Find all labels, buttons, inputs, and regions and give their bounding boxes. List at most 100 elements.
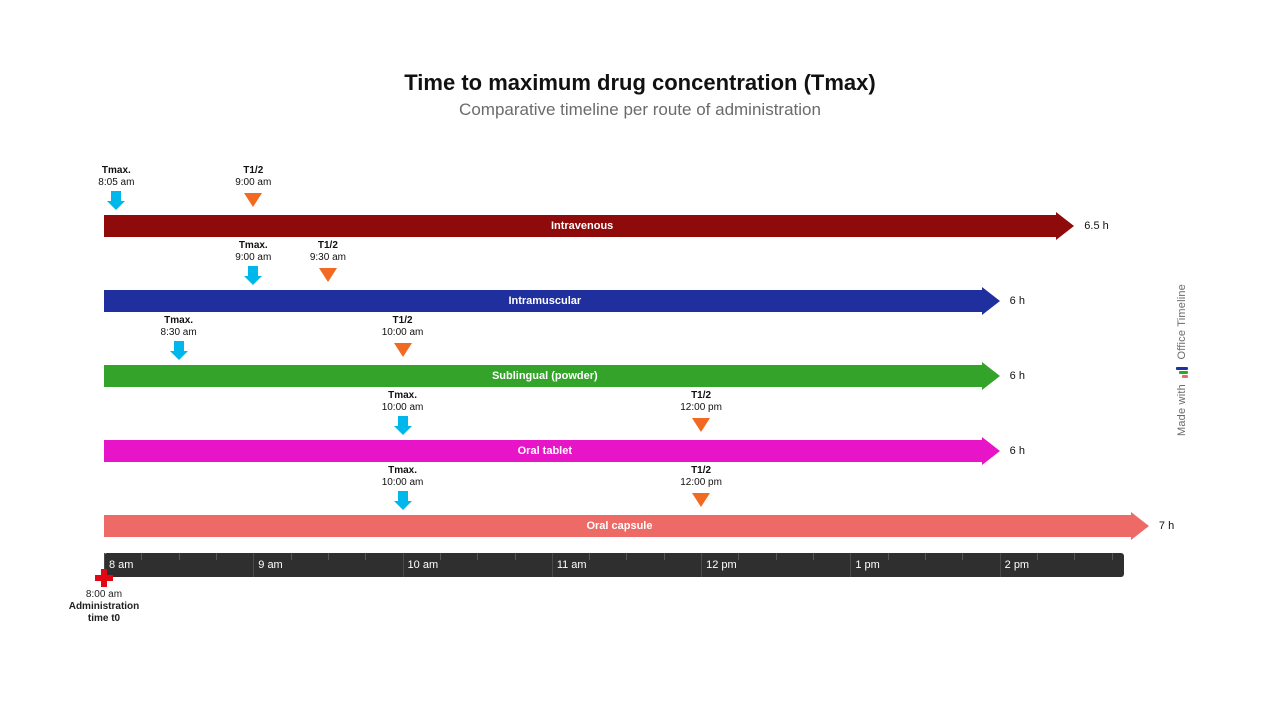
axis-minor-tick: [179, 553, 180, 560]
tmax-marker: Tmax.8:05 am: [76, 165, 156, 201]
marker-time: 10:00 am: [363, 477, 443, 489]
axis-minor-tick: [141, 553, 142, 560]
made-with-brand: Office Timeline: [1176, 284, 1188, 360]
duration-label: 6 h: [1010, 440, 1025, 462]
marker-label: Tmax.: [363, 465, 443, 477]
timeline-row: Tmax.10:00 am T1/212:00 pm Oral tablet 6 h: [104, 390, 1124, 465]
tmax-marker: Tmax.10:00 am: [363, 390, 443, 426]
axis-minor-tick: [776, 553, 777, 560]
marker-time: 9:30 am: [288, 252, 368, 264]
marker-label: T1/2: [213, 165, 293, 177]
chart-subtitle: Comparative timeline per route of admini…: [0, 100, 1280, 120]
thalf-marker: T1/210:00 am: [363, 315, 443, 357]
tmax-marker: Tmax.9:00 am: [213, 240, 293, 276]
marker-time: 8:30 am: [139, 327, 219, 339]
axis-minor-tick: [1112, 553, 1113, 560]
route-bar: Sublingual (powder): [104, 365, 986, 387]
marker-time: 12:00 pm: [661, 402, 741, 414]
marker-label: Tmax.: [76, 165, 156, 177]
marker-label: T1/2: [363, 315, 443, 327]
marker-time: 8:05 am: [76, 177, 156, 189]
axis-minor-tick: [738, 553, 739, 560]
axis-minor-tick: [440, 553, 441, 560]
route-name: Intramuscular: [104, 290, 986, 312]
timeline-row: Tmax.8:05 amT1/29:00 amIntravenous6.5 h: [104, 165, 1124, 240]
time-axis: 8 am9 am10 am11 am12 pm1 pm2 pm: [104, 553, 1124, 577]
marker-time: 9:00 am: [213, 252, 293, 264]
axis-minor-tick: [1074, 553, 1075, 560]
t0-label: time t0: [34, 613, 174, 625]
triangle-down-icon: [394, 343, 412, 357]
thalf-marker: T1/212:00 pm: [661, 465, 741, 507]
axis-minor-tick: [291, 553, 292, 560]
arrow-down-icon: [111, 191, 121, 201]
route-bar: Oral tablet: [104, 440, 986, 462]
axis-tick: 11 am: [552, 553, 587, 577]
marker-time: 10:00 am: [363, 402, 443, 414]
marker-label: T1/2: [288, 240, 368, 252]
marker-label: T1/2: [661, 465, 741, 477]
t0-label: Administration: [34, 601, 174, 613]
axis-minor-tick: [589, 553, 590, 560]
duration-label: 6 h: [1010, 290, 1025, 312]
duration-label: 6.5 h: [1084, 215, 1108, 237]
route-name: Oral tablet: [104, 440, 986, 462]
timeline-row: Tmax.8:30 am T1/210:00 am Sublingual (powd…: [104, 315, 1124, 390]
timeline-row: Tmax.9:00 amT1/29:30 am Intramuscular 6 h: [104, 240, 1124, 315]
axis-minor-tick: [813, 553, 814, 560]
axis-minor-tick: [664, 553, 665, 560]
triangle-down-icon: [244, 193, 262, 207]
office-timeline-logo-icon: [1176, 366, 1188, 378]
made-with-watermark: Made with Office Timeline: [1176, 284, 1188, 436]
marker-time: 10:00 am: [363, 327, 443, 339]
axis-tick: 12 pm: [701, 553, 737, 577]
triangle-down-icon: [319, 268, 337, 282]
axis-tick: 9 am: [253, 553, 282, 577]
axis-tick: 10 am: [403, 553, 439, 577]
axis-tick: 1 pm: [850, 553, 879, 577]
axis-minor-tick: [626, 553, 627, 560]
axis-minor-tick: [477, 553, 478, 560]
axis-minor-tick: [962, 553, 963, 560]
axis-minor-tick: [515, 553, 516, 560]
marker-label: Tmax.: [213, 240, 293, 252]
marker-label: Tmax.: [139, 315, 219, 327]
arrow-down-icon: [174, 341, 184, 351]
axis-minor-tick: [216, 553, 217, 560]
timeline-row: Tmax.10:00 amT1/212:00 pmOral capsule7 h: [104, 465, 1124, 540]
axis-minor-tick: [328, 553, 329, 560]
thalf-marker: T1/29:00 am: [213, 165, 293, 207]
axis-minor-tick: [888, 553, 889, 560]
route-bar: Intravenous: [104, 215, 1060, 237]
chart-title: Time to maximum drug concentration (Tmax…: [0, 70, 1280, 96]
tmax-marker: Tmax.8:30 am: [139, 315, 219, 351]
route-name: Sublingual (powder): [104, 365, 986, 387]
medical-cross-icon: [95, 569, 113, 587]
axis-tick: 2 pm: [1000, 553, 1029, 577]
arrow-down-icon: [398, 491, 408, 501]
axis-minor-tick: [1037, 553, 1038, 560]
marker-time: 12:00 pm: [661, 477, 741, 489]
t0-time: 8:00 am: [34, 589, 174, 601]
axis-minor-tick: [925, 553, 926, 560]
triangle-down-icon: [692, 493, 710, 507]
administration-t0-marker: 8:00 amAdministrationtime t0: [34, 569, 174, 625]
timeline-chart: Tmax.8:05 amT1/29:00 amIntravenous6.5 hT…: [104, 165, 1124, 625]
marker-label: T1/2: [661, 390, 741, 402]
triangle-down-icon: [692, 418, 710, 432]
arrow-down-icon: [248, 266, 258, 276]
route-bar: Intramuscular: [104, 290, 986, 312]
route-bar: Oral capsule: [104, 515, 1135, 537]
marker-time: 9:00 am: [213, 177, 293, 189]
tmax-marker: Tmax.10:00 am: [363, 465, 443, 501]
arrow-down-icon: [398, 416, 408, 426]
thalf-marker: T1/29:30 am: [288, 240, 368, 282]
marker-label: Tmax.: [363, 390, 443, 402]
duration-label: 6 h: [1010, 365, 1025, 387]
duration-label: 7 h: [1159, 515, 1174, 537]
route-name: Intravenous: [104, 215, 1060, 237]
thalf-marker: T1/212:00 pm: [661, 390, 741, 432]
route-name: Oral capsule: [104, 515, 1135, 537]
axis-minor-tick: [365, 553, 366, 560]
made-with-prefix: Made with: [1176, 384, 1188, 436]
